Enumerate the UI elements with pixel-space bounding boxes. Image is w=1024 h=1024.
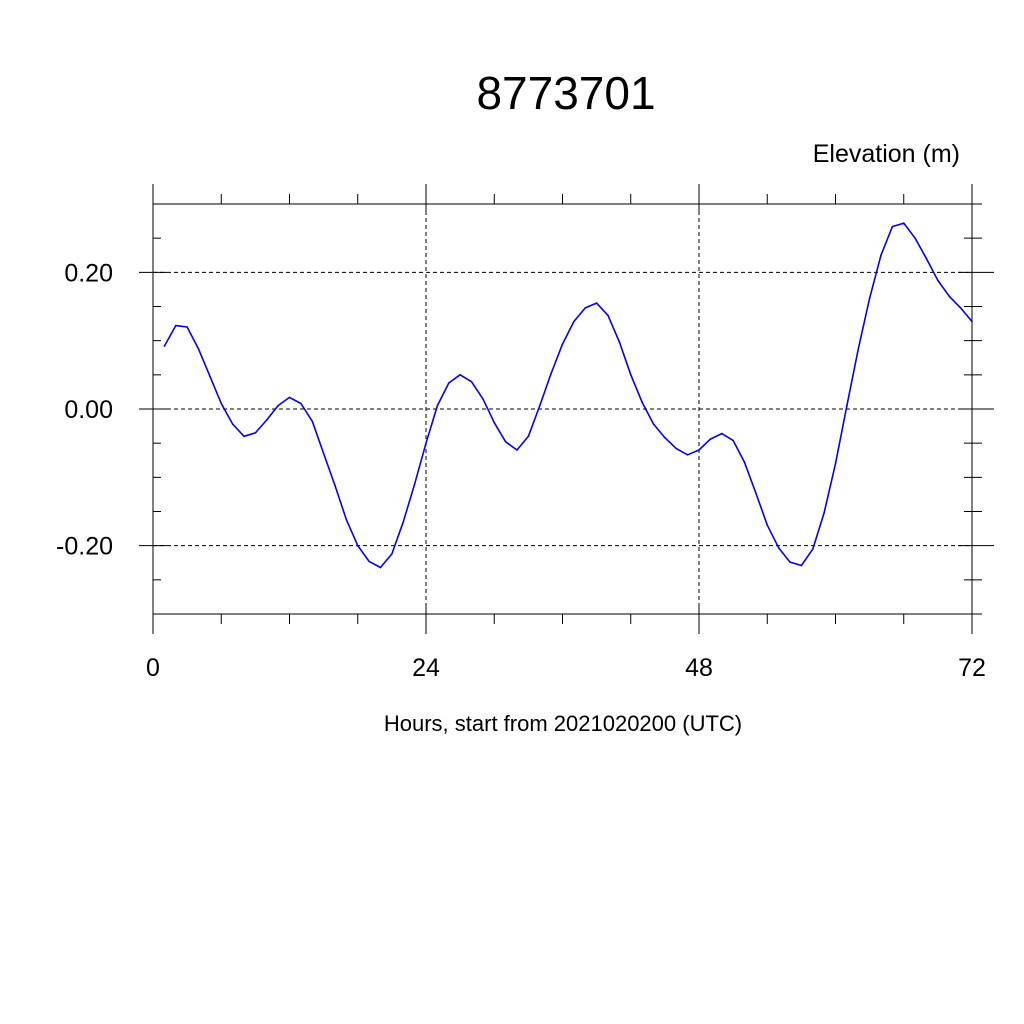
data-point bbox=[220, 402, 223, 405]
data-point bbox=[197, 348, 200, 350]
data-point bbox=[504, 441, 507, 443]
grid bbox=[153, 204, 972, 614]
data-point bbox=[959, 307, 962, 309]
data-point bbox=[425, 442, 427, 444]
data-point bbox=[163, 345, 166, 347]
data-point bbox=[891, 225, 894, 228]
data-point bbox=[618, 341, 621, 343]
data-point bbox=[300, 402, 302, 405]
chart-title: 8773701 bbox=[476, 67, 655, 119]
data-point bbox=[322, 452, 325, 455]
data-point bbox=[937, 279, 939, 282]
series-line bbox=[163, 222, 973, 569]
data-point bbox=[709, 438, 712, 440]
data-point bbox=[857, 348, 860, 350]
data-point bbox=[675, 447, 678, 450]
data-point bbox=[732, 439, 734, 442]
data-point bbox=[482, 397, 484, 400]
data-point bbox=[800, 564, 803, 567]
data-point bbox=[766, 524, 769, 526]
x-axis-label: Hours, start from 2021020200 (UTC) bbox=[384, 711, 742, 736]
data-point bbox=[231, 423, 234, 425]
data-point bbox=[925, 257, 928, 260]
data-point bbox=[641, 401, 643, 403]
data-point bbox=[743, 461, 746, 464]
data-point bbox=[777, 546, 780, 549]
data-point bbox=[902, 222, 905, 224]
data-point bbox=[720, 432, 723, 435]
data-point bbox=[413, 483, 416, 485]
data-point bbox=[391, 553, 393, 555]
data-point bbox=[527, 435, 530, 438]
data-point bbox=[368, 560, 370, 563]
y-tick-label: 0.20 bbox=[64, 259, 113, 287]
data-point bbox=[607, 314, 609, 317]
x-tick-label: 72 bbox=[958, 654, 986, 682]
data-point bbox=[561, 343, 564, 345]
series-layer bbox=[163, 222, 973, 569]
data-point bbox=[379, 566, 382, 569]
data-point bbox=[311, 420, 314, 423]
data-point bbox=[288, 396, 291, 399]
data-point bbox=[914, 237, 916, 239]
data-point bbox=[254, 432, 257, 434]
data-point bbox=[516, 449, 518, 451]
data-point bbox=[470, 380, 473, 383]
data-point bbox=[345, 518, 348, 521]
data-point bbox=[811, 548, 814, 550]
data-point bbox=[868, 297, 871, 300]
x-tick-label: 24 bbox=[412, 654, 440, 682]
data-point bbox=[402, 520, 405, 523]
data-point bbox=[698, 449, 700, 451]
data-point bbox=[209, 375, 211, 378]
data-point bbox=[186, 326, 188, 328]
data-point bbox=[664, 436, 666, 439]
y-axis-label: Elevation (m) bbox=[813, 140, 960, 168]
data-point bbox=[538, 404, 541, 407]
data-point bbox=[652, 423, 655, 425]
data-point bbox=[686, 453, 689, 456]
data-point bbox=[880, 254, 882, 257]
data-point bbox=[436, 404, 439, 407]
data-point bbox=[823, 512, 825, 514]
data-point bbox=[834, 462, 837, 465]
data-point bbox=[629, 374, 632, 376]
data-point bbox=[277, 404, 279, 407]
data-point bbox=[789, 561, 791, 563]
x-tick-label: 0 bbox=[146, 654, 160, 682]
x-tick-label: 48 bbox=[685, 654, 713, 682]
plot-frame bbox=[152, 203, 973, 615]
axis-ticks bbox=[139, 184, 994, 634]
data-point bbox=[334, 484, 336, 487]
data-point bbox=[174, 324, 177, 327]
data-point bbox=[584, 307, 587, 309]
data-point bbox=[243, 435, 245, 438]
data-point bbox=[755, 492, 757, 494]
y-tick-label: -0.20 bbox=[56, 533, 113, 561]
data-point bbox=[356, 544, 359, 547]
data-point bbox=[459, 374, 461, 376]
data-point bbox=[846, 404, 848, 407]
data-point bbox=[595, 302, 598, 304]
data-point bbox=[573, 320, 575, 323]
tick-labels: 0 24 48 72 -0.20 0.00 0.20 bbox=[56, 259, 986, 682]
data-point bbox=[948, 295, 951, 298]
y-tick-label: 0.00 bbox=[64, 396, 113, 424]
data-point bbox=[550, 372, 552, 375]
data-point bbox=[493, 421, 496, 424]
data-point bbox=[265, 419, 268, 421]
data-point bbox=[447, 382, 450, 384]
